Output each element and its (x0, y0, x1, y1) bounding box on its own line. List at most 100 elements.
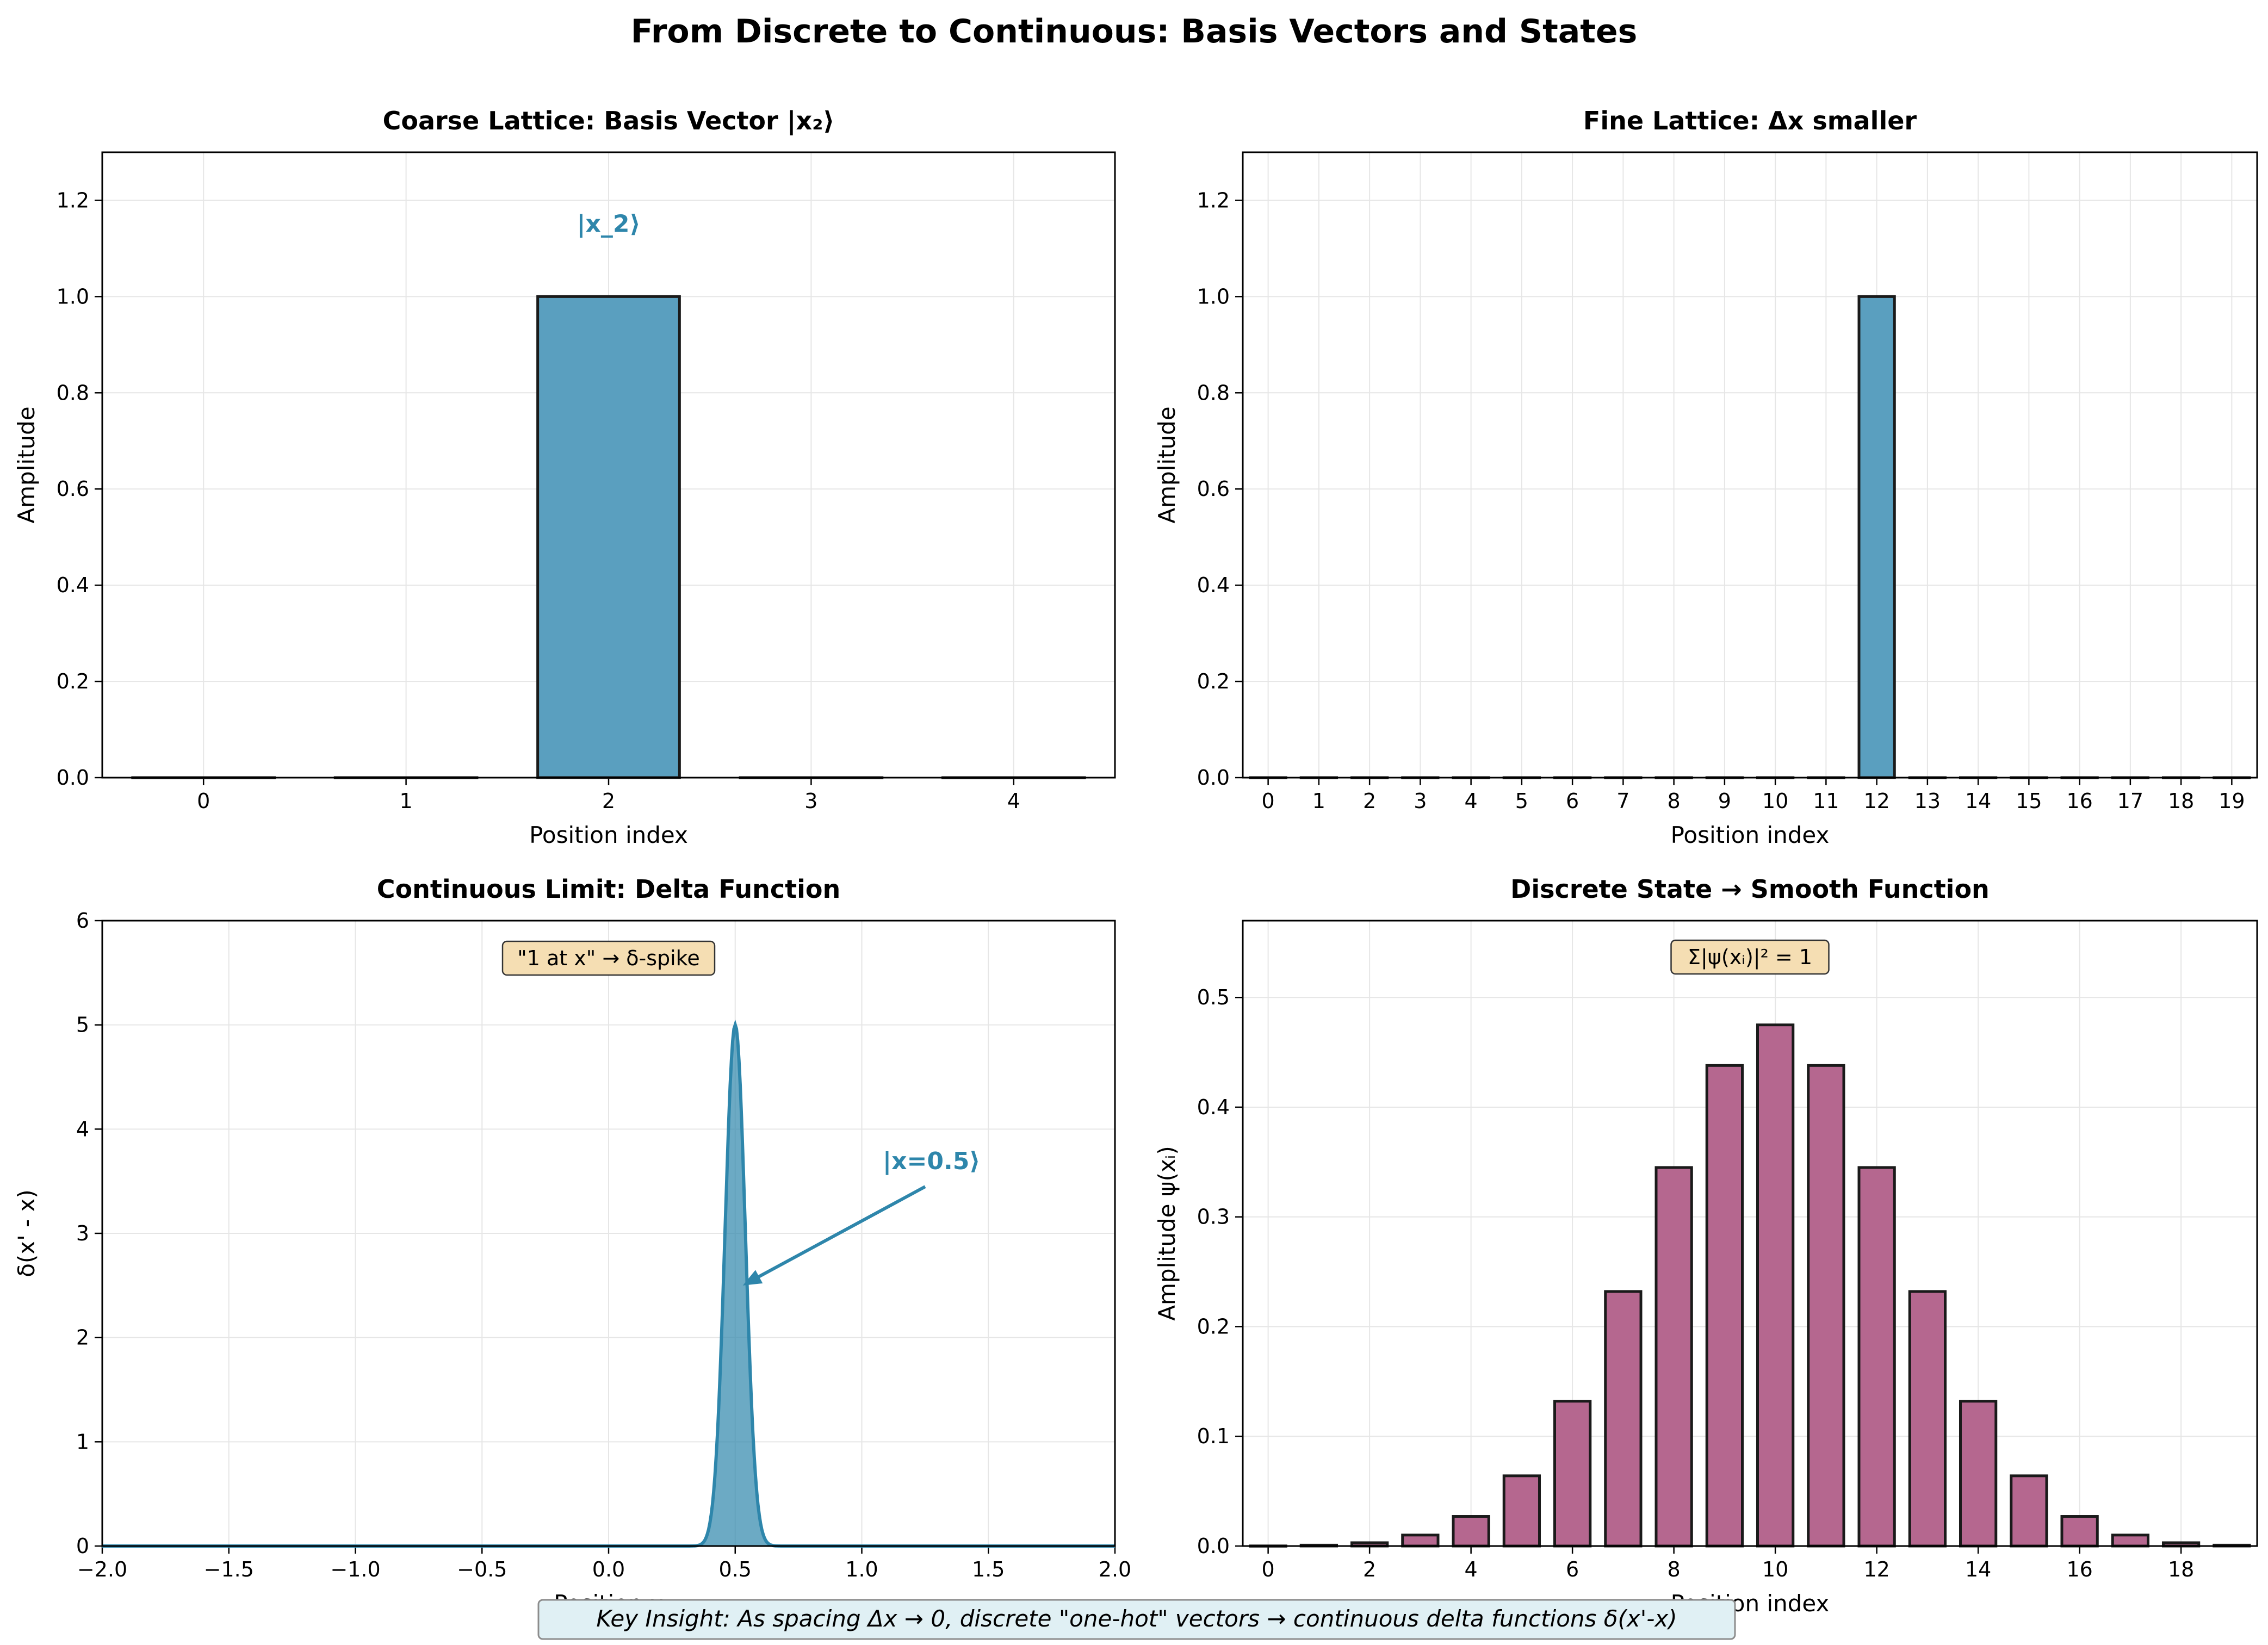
x-tick-label: 13 (1914, 789, 1941, 813)
x-tick-label: 5 (1515, 789, 1528, 813)
y-axis-label: Amplitude ψ(xᵢ) (1154, 1146, 1180, 1320)
panel-title: Continuous Limit: Delta Function (377, 874, 840, 904)
x-tick-label: 15 (2016, 789, 2042, 813)
bar (2111, 1534, 2150, 1548)
y-tick-label: 0.4 (57, 573, 89, 597)
y-tick-label: 0.0 (57, 766, 89, 790)
x-tick-label: 3 (804, 789, 817, 813)
x-tick-label: 11 (1813, 789, 1839, 813)
x-tick-label: 14 (1965, 789, 1991, 813)
bar (1604, 1290, 1643, 1548)
x-tick-label: 0 (1262, 1557, 1275, 1581)
annotation-arrow (752, 1185, 926, 1282)
y-tick-label: 0.4 (1197, 1095, 1230, 1119)
figure-title: From Discrete to Continuous: Basis Vecto… (631, 13, 1638, 51)
delta-note-label: "1 at x" → δ-spike (517, 946, 699, 970)
x-tick-label: −1.0 (330, 1557, 380, 1581)
x-tick-label: 9 (1718, 789, 1731, 813)
axes-frame (1242, 151, 2258, 779)
x-tick-label: 2 (1363, 1557, 1376, 1581)
x-tick-label: 8 (1668, 789, 1681, 813)
y-tick-label: 6 (76, 909, 89, 933)
x-tick-label: 0.0 (592, 1557, 625, 1581)
x-tick-label: −1.5 (204, 1557, 254, 1581)
y-tick-label: 0.2 (57, 669, 89, 693)
footnote: Key Insight: As spacing Δx → 0, discrete… (537, 1599, 1736, 1640)
panel-title: Coarse Lattice: Basis Vector |x₂⟩ (383, 106, 835, 136)
y-tick-label: 0.5 (1197, 985, 1230, 1009)
x-tick-label: −0.5 (457, 1557, 507, 1581)
panel-coarse-lattice: 0.0 0.2 0.4 0.6 0.8 1.0 1.2 0 1 2 3 4 Coarse Lattice… (13, 106, 1116, 848)
x-tick-label: 1.5 (972, 1557, 1005, 1581)
x-axis-label: Position index (1671, 822, 1830, 848)
x-tick-label: 18 (2168, 789, 2194, 813)
y-axis-label: δ(x' - x) (13, 1189, 40, 1277)
y-tick-label: 1 (76, 1430, 89, 1454)
panel-title: Discrete State → Smooth Function (1510, 874, 1990, 904)
y-tick-label: 0.2 (1197, 669, 1230, 693)
panel-title: Fine Lattice: Δx smaller (1583, 106, 1917, 135)
x-tick-label: 0 (197, 789, 210, 813)
delta-note-box (501, 940, 716, 976)
y-tick-label: 3 (76, 1221, 89, 1245)
bar (1401, 1534, 1440, 1548)
y-tick-label: 0.8 (1197, 381, 1230, 405)
x-tick-label: 1.0 (845, 1557, 878, 1581)
axes-frame (1242, 920, 2258, 1547)
y-axis-label: Amplitude (1154, 406, 1180, 523)
x-tick-label: 2.0 (1099, 1557, 1131, 1581)
bar (536, 295, 681, 779)
bar (1756, 1023, 1795, 1548)
y-tick-label: 0.3 (1197, 1205, 1230, 1229)
bar (1452, 1515, 1490, 1548)
normalization-box (1670, 939, 1830, 975)
bar (1857, 295, 1896, 779)
y-tick-label: 0.4 (1197, 573, 1230, 597)
panel-fine-lattice: 0.00.20.40.60.81.01.20 1 2 3 4 5 6 7 8 9 10 11 12 13 1… (1154, 106, 2258, 848)
x-tick-label: 12 (1863, 1557, 1889, 1581)
bar (1857, 1166, 1896, 1548)
x-tick-label: 4 (1465, 1557, 1478, 1581)
footnote-box (537, 1599, 1736, 1640)
x-tick-label: 6 (1566, 789, 1579, 813)
x-tick-label: 0.5 (719, 1557, 752, 1581)
x-tick-label: 17 (2117, 789, 2143, 813)
bar (1807, 1064, 1845, 1548)
y-tick-label: 0.2 (1197, 1314, 1230, 1338)
bar (1654, 1166, 1693, 1548)
x-tick-label: 4 (1465, 789, 1478, 813)
bar (2060, 1515, 2099, 1548)
axes-frame (101, 920, 1116, 1547)
bar (1553, 1400, 1592, 1548)
panel-smooth-function: 0.0 0.1 0.2 0.3 0.4 0.5 0 2 4 6 8 10 12 14 16 18 Discret… (1154, 874, 2258, 1617)
x-tick-label: 16 (2066, 789, 2092, 813)
basis-vector-annotation: |x_2⟩ (577, 210, 640, 238)
y-tick-label: 1.2 (1197, 188, 1230, 212)
y-tick-label: 0.1 (1197, 1424, 1230, 1448)
y-axis-label: Amplitude (13, 406, 40, 523)
x-tick-label: 0 (1262, 789, 1275, 813)
x-tick-label: 2 (1363, 789, 1376, 813)
axes-frame (101, 151, 1116, 779)
y-tick-label: 1.0 (1197, 284, 1230, 308)
y-tick-label: 0.6 (57, 477, 89, 501)
x-tick-label: 7 (1616, 789, 1629, 813)
y-tick-label: 5 (76, 1013, 89, 1037)
y-tick-label: 1.2 (57, 188, 89, 212)
bar (1502, 1474, 1541, 1548)
y-tick-label: 2 (76, 1326, 89, 1350)
x-tick-label: 4 (1007, 789, 1020, 813)
bar (2010, 1474, 2048, 1548)
x-tick-label: 19 (2219, 789, 2245, 813)
y-tick-label: 0 (76, 1534, 89, 1558)
x-tick-label: 6 (1566, 1557, 1579, 1581)
x-tick-label: 1 (1312, 789, 1325, 813)
y-tick-label: 0.6 (1197, 477, 1230, 501)
x-tick-label: 12 (1863, 789, 1889, 813)
x-tick-label: −2.0 (77, 1557, 127, 1581)
y-tick-label: 0.8 (57, 381, 89, 405)
x-axis-label: Position index (529, 822, 688, 848)
bar (1959, 1400, 1998, 1548)
normalization-label: Σ|ψ(xᵢ)|² = 1 (1688, 945, 1812, 970)
x-tick-label: 10 (1762, 789, 1788, 813)
